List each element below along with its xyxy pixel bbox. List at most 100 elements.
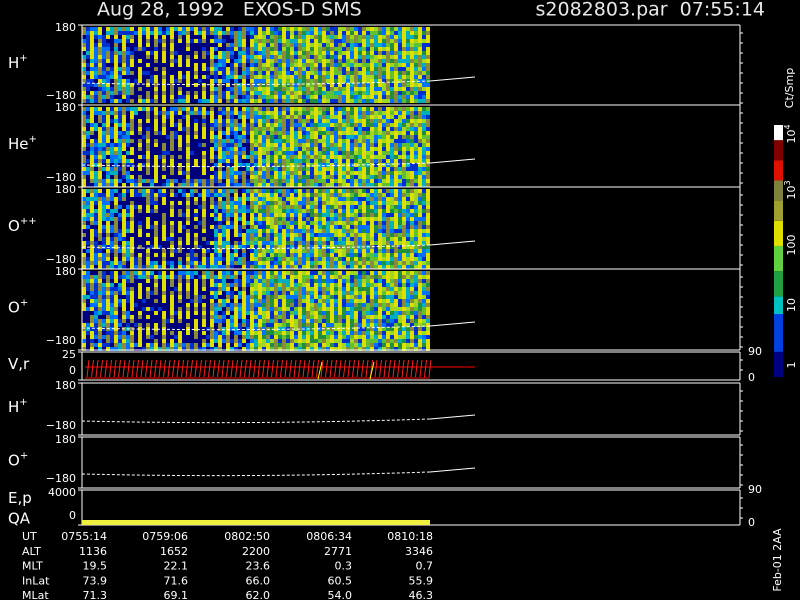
spectrum-cell bbox=[302, 131, 306, 135]
spectrum-cell bbox=[406, 163, 410, 167]
spectrum-cell bbox=[226, 217, 230, 221]
spectrum-cell bbox=[102, 127, 106, 131]
spectrum-cell bbox=[410, 119, 414, 123]
spectrum-cell bbox=[146, 63, 150, 67]
spectrum-cell bbox=[126, 75, 130, 79]
spectrum-cell bbox=[86, 75, 90, 79]
spectrum-cell bbox=[246, 193, 250, 197]
spectrum-cell bbox=[294, 209, 298, 213]
spectrum-cell bbox=[94, 27, 98, 31]
spectrum-cell bbox=[370, 135, 374, 139]
spectrum-cell bbox=[406, 83, 410, 87]
spectrum-cell bbox=[102, 51, 106, 55]
spectrum-cell bbox=[346, 107, 350, 111]
spectrum-cell bbox=[186, 209, 190, 213]
spectrum-cell bbox=[262, 131, 266, 135]
spectrum-cell bbox=[210, 265, 214, 269]
spectrum-cell bbox=[158, 91, 162, 95]
spectrum-cell bbox=[250, 213, 254, 217]
spectrum-cell bbox=[242, 183, 246, 187]
spectrum-cell bbox=[118, 107, 122, 111]
spectrum-cell bbox=[134, 123, 138, 127]
spectrum-cell bbox=[338, 143, 342, 147]
spectrum-cell bbox=[222, 111, 226, 115]
spectrum-cell bbox=[138, 127, 142, 131]
spectrum-cell bbox=[94, 213, 98, 217]
spectrum-cell bbox=[202, 91, 206, 95]
spectrum-cell bbox=[390, 257, 394, 261]
spectrum-cell bbox=[194, 217, 198, 221]
spectrum-cell bbox=[326, 123, 330, 127]
spectrum-cell bbox=[226, 115, 230, 119]
spectrum-cell bbox=[178, 225, 182, 229]
spectrum-cell bbox=[118, 213, 122, 217]
spectrum-cell bbox=[134, 127, 138, 131]
spectrum-cell bbox=[202, 193, 206, 197]
spectrum-cell bbox=[278, 229, 282, 233]
spectrum-cell bbox=[390, 245, 394, 249]
spectrum-cell bbox=[350, 167, 354, 171]
spectrum-cell bbox=[350, 265, 354, 269]
spectrum-cell bbox=[162, 143, 166, 147]
spectrum-cell bbox=[406, 71, 410, 75]
spectrum-cell bbox=[214, 233, 218, 237]
spectrum-cell bbox=[162, 67, 166, 71]
spectrum-cell bbox=[306, 55, 310, 59]
spectrum-cell bbox=[286, 83, 290, 87]
spectrum-cell bbox=[226, 35, 230, 39]
spectrum-cell bbox=[338, 209, 342, 213]
spectrum-cell bbox=[338, 217, 342, 221]
spectrum-cell bbox=[194, 229, 198, 233]
spectrum-cell bbox=[210, 163, 214, 167]
spectrum-cell bbox=[238, 163, 242, 167]
spectrum-cell bbox=[226, 193, 230, 197]
spectrum-cell bbox=[298, 159, 302, 163]
spectrum-cell bbox=[222, 31, 226, 35]
spectrum-cell bbox=[390, 135, 394, 139]
spectrum-cell bbox=[386, 163, 390, 167]
spectrum-cell bbox=[338, 147, 342, 151]
spectrum-cell bbox=[334, 83, 338, 87]
spectrum-cell bbox=[362, 99, 366, 103]
spectrum-cell bbox=[326, 225, 330, 229]
spectrum-cell bbox=[102, 147, 106, 151]
spectrum-cell bbox=[382, 201, 386, 205]
spectrum-cell bbox=[322, 27, 326, 31]
spectrum-cell bbox=[334, 209, 338, 213]
spectrum-cell bbox=[234, 107, 238, 111]
spectrum-cell bbox=[314, 257, 318, 261]
spectrum-cell bbox=[138, 119, 142, 123]
spectrum-cell bbox=[410, 147, 414, 151]
spectrum-cell bbox=[94, 51, 98, 55]
spectrum-cell bbox=[114, 135, 118, 139]
spectrum-cell bbox=[242, 63, 246, 67]
spectrum-cell bbox=[326, 35, 330, 39]
spectrum-cell bbox=[266, 139, 270, 143]
spectrum-cell bbox=[118, 179, 122, 183]
spectrum-cell bbox=[214, 31, 218, 35]
spectrum-cell bbox=[158, 79, 162, 83]
spectrum-cell bbox=[266, 221, 270, 225]
spectrum-cell bbox=[82, 193, 86, 197]
spectrum-cell bbox=[142, 245, 146, 249]
spectrum-cell bbox=[338, 123, 342, 127]
spectrum-cell bbox=[130, 47, 134, 51]
spectrum-cell bbox=[370, 83, 374, 87]
spectrum-cell bbox=[106, 107, 110, 111]
spectrum-cell bbox=[114, 51, 118, 55]
spectrum-cell bbox=[374, 155, 378, 159]
spectrum-cell bbox=[126, 55, 130, 59]
spectrum-cell bbox=[398, 67, 402, 71]
spectrum-cell bbox=[426, 135, 430, 139]
spectrum-cell bbox=[230, 261, 234, 265]
spectrum-cell bbox=[122, 261, 126, 265]
spectrum-cell bbox=[330, 245, 334, 249]
spectrum-cell bbox=[162, 233, 166, 237]
spectrum-cell bbox=[98, 257, 102, 261]
spectrum-cell bbox=[186, 131, 190, 135]
spectrum-cell bbox=[334, 87, 338, 91]
spectrum-cell bbox=[234, 171, 238, 175]
spectrum-cell bbox=[174, 99, 178, 103]
spectrum-cell bbox=[82, 67, 86, 71]
spectrum-cell bbox=[390, 115, 394, 119]
